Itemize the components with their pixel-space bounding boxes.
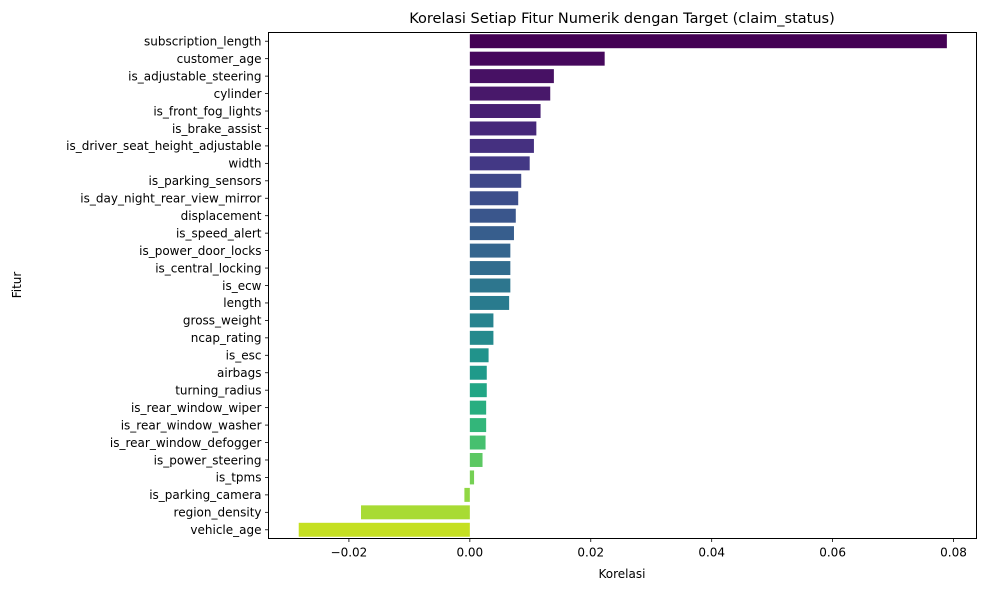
bar-cylinder	[469, 86, 551, 101]
bar-is-power-steering	[469, 453, 483, 467]
bar-vehicle-age	[298, 522, 470, 537]
y-tick-label: is_tpms	[216, 471, 262, 485]
x-tick-label: −0.02	[331, 546, 368, 560]
y-tick-label: region_density	[174, 506, 262, 520]
bar-subscription-length	[469, 34, 947, 49]
chart-title: Korelasi Setiap Fitur Numerik dengan Tar…	[409, 11, 835, 27]
y-tick-label: is_adjustable_steering	[128, 69, 261, 83]
x-tick-label: 0.00	[456, 546, 483, 560]
bar-is-parking-sensors	[469, 173, 522, 188]
bar-is-power-door-locks	[469, 243, 511, 258]
y-axis-ticks: subscription_length customer_age is_adjust…	[66, 35, 269, 537]
y-tick-label: is_central_locking	[155, 261, 261, 275]
y-tick-label: cylinder	[214, 87, 262, 101]
plot-frame	[268, 32, 977, 539]
bar-length	[469, 295, 510, 310]
bar-is-front-fog-lights	[469, 104, 541, 118]
y-tick-label: ncap_rating	[191, 331, 262, 345]
y-tick-label: is_speed_alert	[176, 226, 262, 240]
bar-is-central-locking	[469, 261, 511, 276]
bar-is-speed-alert	[469, 226, 514, 241]
bar-is-esc	[469, 348, 489, 363]
y-tick-label: is_ecw	[222, 279, 262, 293]
x-axis-ticks: −0.02 0.00 0.02 0.04 0.06 0.08	[331, 538, 967, 560]
bar-turning-radius	[469, 383, 487, 398]
bar-width	[469, 156, 530, 171]
x-tick-label: 0.08	[940, 546, 967, 560]
y-tick-label: subscription_length	[144, 35, 261, 49]
bar-is-tpms	[469, 470, 475, 485]
x-tick-label: 0.02	[577, 546, 604, 560]
y-axis-title: Fitur	[10, 272, 24, 299]
y-tick-label: is_rear_window_defogger	[110, 436, 262, 450]
bar-gross-weight	[469, 313, 494, 328]
y-tick-label: is_parking_camera	[149, 488, 261, 502]
y-tick-label: is_front_fog_lights	[153, 104, 261, 118]
bar-is-parking-camera	[464, 487, 470, 502]
x-tick-label: 0.06	[819, 546, 846, 560]
y-tick-label: turning_radius	[175, 383, 261, 397]
x-axis-title: Korelasi	[599, 567, 646, 581]
y-tick-label: is_brake_assist	[172, 122, 262, 136]
bar-is-rear-window-washer	[469, 418, 487, 433]
y-tick-label: is_parking_sensors	[148, 174, 261, 188]
y-tick-label: is_esc	[226, 349, 262, 363]
bar-is-driver-seat-height-adjustable	[469, 138, 534, 153]
bar-region-density	[361, 505, 470, 520]
bar-ncap-rating	[469, 330, 494, 345]
y-tick-label: vehicle_age	[190, 523, 261, 537]
y-tick-label: is_day_night_rear_view_mirror	[80, 192, 261, 206]
bar-airbags	[469, 365, 487, 380]
bar-is-brake-assist	[469, 121, 537, 136]
bar-is-adjustable-steering	[469, 69, 554, 84]
y-tick-label: gross_weight	[183, 314, 262, 328]
y-tick-label: is_power_steering	[154, 453, 262, 467]
y-tick-label: is_power_door_locks	[139, 244, 261, 258]
bar-is-rear-window-defogger	[469, 435, 486, 450]
y-tick-label: airbags	[217, 366, 261, 380]
y-tick-label: width	[228, 157, 261, 171]
y-tick-label: length	[223, 296, 261, 310]
bar-customer-age	[469, 51, 605, 66]
y-tick-label: is_rear_window_wiper	[131, 401, 262, 415]
x-tick-label: 0.04	[698, 546, 725, 560]
bar-is-ecw	[469, 278, 511, 293]
bar-is-day-night-rear-view-mirror	[469, 191, 519, 206]
bar-displacement	[469, 208, 516, 223]
y-tick-label: displacement	[181, 209, 262, 223]
y-tick-label: is_rear_window_washer	[121, 418, 262, 432]
bar-is-rear-window-wiper	[469, 400, 487, 415]
y-tick-label: customer_age	[177, 52, 262, 66]
bars-layer	[298, 34, 947, 537]
y-tick-label: is_driver_seat_height_adjustable	[66, 139, 261, 153]
